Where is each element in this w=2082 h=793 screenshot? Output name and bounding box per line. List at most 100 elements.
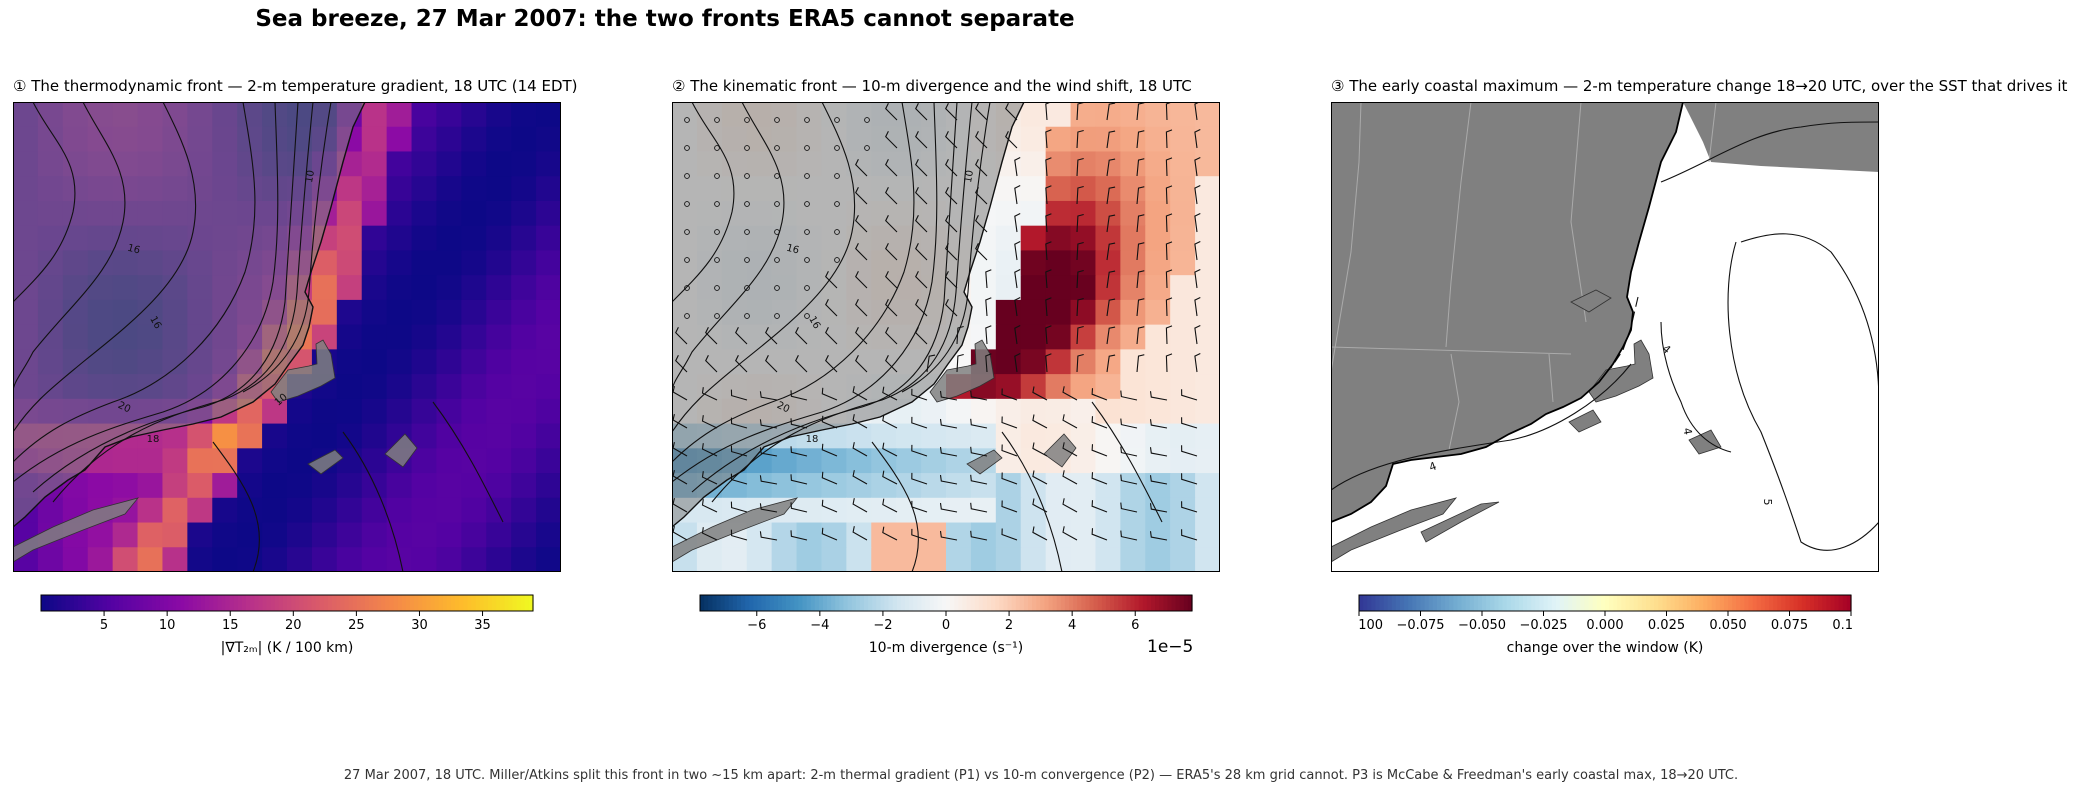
colorbar-swatch (1023, 595, 1029, 611)
wind-barb (1076, 269, 1084, 289)
grid-cell (486, 126, 512, 153)
colorbar-swatch (1752, 595, 1758, 611)
colorbar-swatch (818, 595, 824, 611)
grid-cell (187, 497, 213, 524)
grid-cell (486, 200, 512, 227)
colorbar-3-gradient (1359, 595, 1852, 611)
wind-barb-calm (834, 201, 840, 207)
wind-barb (1136, 214, 1145, 233)
colorbar-tick-label: 0.075 (1771, 618, 1808, 633)
panel-3-title: ③ The early coastal maximum — 2-m temper… (1331, 77, 2068, 95)
grid-cell (262, 522, 288, 548)
wind-barb (1045, 297, 1052, 317)
wind-barb (1014, 241, 1021, 261)
island (307, 449, 344, 475)
grid-cell (1070, 547, 1097, 572)
long-island (1331, 497, 1458, 563)
colorbar-swatch (430, 595, 436, 611)
wind-barb (855, 355, 868, 373)
colorbar-swatch (1477, 595, 1483, 611)
grid-cell (536, 349, 561, 375)
island (966, 449, 1003, 475)
grid-cell (411, 299, 438, 326)
wind-barb (1165, 185, 1173, 205)
colorbar-swatch (798, 595, 804, 611)
colorbar-swatch (377, 595, 382, 611)
grid-cell (112, 473, 139, 499)
wind-barb (882, 386, 898, 401)
grid-cell (1045, 299, 1072, 326)
contour-line (711, 102, 973, 503)
colorbar-swatch (364, 595, 370, 611)
wind-barb (885, 159, 898, 177)
colorbar-swatch (274, 595, 280, 611)
colorbar-swatch (941, 595, 947, 611)
grid-cell (361, 225, 388, 252)
colorbar-swatch (1535, 595, 1540, 611)
grid-cell (1045, 250, 1072, 276)
wind-barb (985, 353, 992, 373)
colorbar-swatch (299, 595, 304, 611)
wind-barb-calm (834, 173, 840, 179)
grid-cell (1020, 126, 1047, 153)
grid-cell (1195, 448, 1220, 474)
colorbar-swatch (843, 595, 849, 611)
grid-cell (896, 497, 922, 524)
wind-barb (730, 417, 748, 429)
wind-barb (1181, 417, 1198, 429)
colorbar-swatch (1130, 595, 1136, 611)
colorbar-swatch (483, 595, 489, 611)
grid-cell (436, 473, 462, 499)
wind-barb (1106, 130, 1116, 149)
grid-cell (871, 522, 897, 548)
grid-cell (995, 250, 1022, 276)
colorbar-swatch (168, 595, 173, 611)
grid-cell (436, 151, 462, 177)
colorbar-swatch (1494, 595, 1499, 611)
grid-cell (995, 448, 1022, 474)
wind-barb (759, 475, 778, 485)
grid-cell (411, 275, 438, 301)
grid-cell (536, 151, 561, 177)
grid-cell (1145, 473, 1171, 499)
wind-barb-calm (684, 285, 690, 291)
grid-cell (87, 547, 114, 572)
grid-cell (361, 349, 388, 375)
wind-barb (939, 418, 958, 429)
contour-label: 10 (304, 169, 317, 183)
wind-barb (1076, 157, 1084, 177)
colorbar-swatch (1081, 595, 1086, 611)
wind-barb (1005, 131, 1018, 149)
grid-cell (995, 200, 1022, 227)
colorbar-swatch (307, 595, 313, 611)
panel-1-title: ① The thermodynamic front — 2-m temperat… (13, 77, 578, 95)
colorbar-swatch (700, 595, 705, 611)
colorbar-swatch (1375, 595, 1381, 611)
colorbar-swatch (188, 595, 194, 611)
colorbar-tick-label: 10 (159, 618, 176, 633)
colorbar-swatch (451, 595, 456, 611)
colorbar-swatch (397, 595, 403, 611)
colorbar-swatch (114, 595, 120, 611)
grid-cell (287, 423, 313, 449)
panel-frame (13, 102, 561, 572)
grid-cell (921, 497, 947, 524)
grid-cell (486, 473, 512, 499)
colorbar-swatch (1167, 595, 1173, 611)
grid-cell (1120, 151, 1146, 177)
grid-cell (846, 473, 872, 499)
colorbar-swatch (1420, 595, 1426, 611)
wind-barb (911, 528, 928, 541)
grid-cell (1070, 448, 1097, 474)
colorbar-swatch (344, 595, 350, 611)
wind-barb-calm (834, 229, 840, 235)
wind-barb (1149, 503, 1168, 513)
colorbar-swatch (1436, 595, 1442, 611)
grid-cell (995, 497, 1022, 524)
grid-cell (37, 497, 64, 524)
grid-cell (287, 522, 313, 548)
grid-cell (1045, 473, 1072, 499)
grid-cell (336, 299, 363, 326)
wind-barb (1062, 470, 1078, 485)
